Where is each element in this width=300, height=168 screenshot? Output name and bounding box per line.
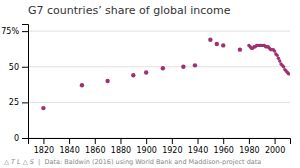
x-tick-mark (69, 138, 70, 144)
grid (28, 31, 290, 138)
y-tick: 75% (1, 27, 28, 36)
x-tick-mark (43, 138, 44, 144)
y-tick-mark (22, 31, 28, 32)
footer: △ T L △ S | Data: Baldwin (2016) using W… (4, 158, 261, 166)
dot (181, 65, 185, 69)
x-tick: 1900 (136, 138, 156, 155)
x-tick: 2000 (265, 138, 285, 155)
grid-line (28, 66, 290, 67)
y-tick: 50 (9, 63, 28, 72)
dot (287, 72, 290, 75)
x-tick: 1980 (239, 138, 259, 155)
grid-line (28, 31, 290, 32)
x-tick-label: 1940 (188, 146, 208, 155)
x-tick: 1960 (214, 138, 234, 155)
dot (80, 83, 84, 87)
y-tick-mark (22, 67, 28, 68)
x-tick-mark (249, 138, 250, 144)
dot (105, 79, 109, 83)
y-axis-line (22, 25, 29, 139)
x-tick: 1940 (188, 138, 208, 155)
dot (41, 106, 45, 110)
dot (144, 70, 148, 74)
y-axis: 0 25 50 75% (1, 25, 28, 144)
y-tick-label: 0 (14, 134, 19, 143)
x-tick-mark (120, 138, 121, 144)
y-tick-mark (22, 138, 28, 139)
y-tick-label: 50 (9, 63, 19, 72)
y-tick: 25 (9, 98, 28, 107)
dot (238, 47, 242, 51)
y-tick-label: 25 (9, 98, 19, 107)
y-tick: 0 (14, 134, 28, 143)
x-tick-label: 1820 (34, 146, 54, 155)
x-tick-label: 2000 (265, 146, 285, 155)
series (41, 37, 242, 110)
x-tick-mark (198, 138, 199, 144)
points (41, 37, 290, 110)
x-tick-mark (223, 138, 224, 144)
x-axis: 1820 1840 1860 1880 1900 1920 1940 1960 1980 2000 (29, 138, 291, 155)
dot (161, 66, 165, 70)
x-tick-label: 1880 (111, 146, 131, 155)
x-axis-line (29, 139, 291, 145)
x-tick: 1820 (34, 138, 54, 155)
x-tick-label: 1960 (214, 146, 234, 155)
x-tick: 1840 (59, 138, 79, 155)
series (247, 44, 290, 76)
chart-container: G7 countries’ share of global income 1820… (0, 0, 300, 168)
y-tick-mark (22, 102, 28, 103)
grid-line (28, 102, 290, 103)
x-tick-mark (95, 138, 96, 144)
x-tick-mark (172, 138, 173, 144)
title: G7 countries’ share of global income (28, 4, 231, 17)
dot (131, 73, 135, 77)
x-tick-label: 1860 (85, 146, 105, 155)
dot (215, 42, 219, 46)
x-tick-label: 1840 (59, 146, 79, 155)
y-tick-label: 75% (1, 27, 19, 36)
x-tick-label: 1920 (162, 146, 182, 155)
x-tick-mark (146, 138, 147, 144)
dot (208, 37, 212, 41)
annotation: △ T L △ S (4, 158, 34, 166)
dot (221, 43, 225, 47)
x-tick: 1880 (111, 138, 131, 155)
chart-svg: G7 countries’ share of global income 1820… (0, 0, 300, 168)
x-tick: 1860 (85, 138, 105, 155)
x-tick-mark (275, 138, 276, 144)
dot (193, 63, 197, 67)
annotation: | Data: Baldwin (2016) using World Bank … (34, 158, 261, 166)
x-tick-label: 1900 (136, 146, 156, 155)
x-tick: 1920 (162, 138, 182, 155)
plot-area: 1820 1840 1860 1880 1900 1920 1940 1960 1980 2000… (1, 25, 290, 155)
x-tick-label: 1980 (239, 146, 259, 155)
